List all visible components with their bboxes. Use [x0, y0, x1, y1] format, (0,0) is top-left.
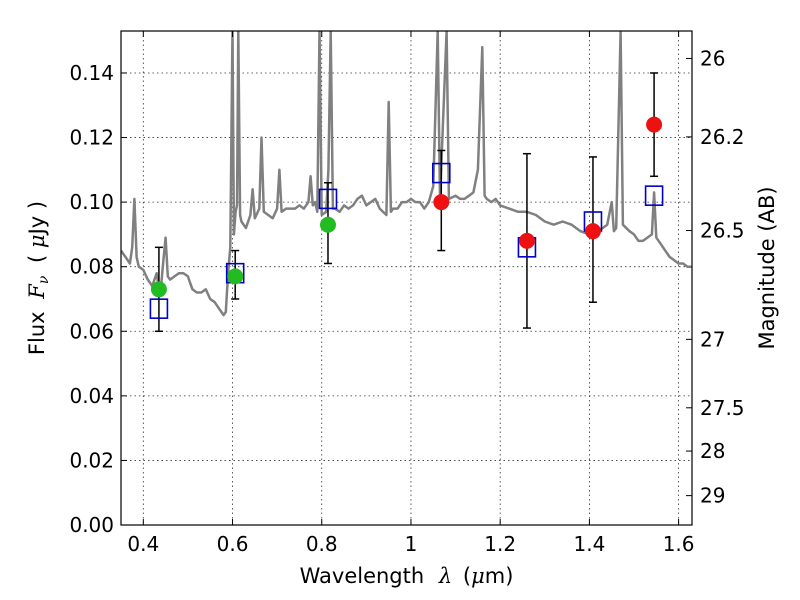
model-photometry-square: [149, 298, 169, 319]
x-tick-label: 1.2: [484, 532, 516, 556]
marker-layer: [149, 116, 664, 319]
y2-tick-label: 27.5: [700, 396, 745, 420]
y-axis-title: Flux Fν ( μJy ): [25, 201, 53, 355]
observed-point: [646, 116, 663, 133]
y-tick-label: 0.14: [69, 61, 114, 85]
plot-frame: [120, 30, 693, 526]
y-tick-label: 0.12: [69, 126, 114, 150]
y-tick-label: 0.00: [69, 513, 114, 537]
observed-point: [433, 194, 450, 211]
observed-point: [150, 281, 167, 298]
y2-tick-label: 26: [700, 46, 725, 70]
x-tick-label: 1: [405, 532, 418, 556]
y2-tick-label: 29: [700, 484, 725, 508]
observed-point: [584, 223, 601, 240]
y2-tick-label: 27: [700, 327, 725, 351]
y-tick-label: 0.08: [69, 255, 114, 279]
y-tick-label: 0.10: [69, 190, 114, 214]
y-tick-label: 0.04: [69, 384, 114, 408]
observed-point: [518, 232, 535, 249]
observed-point: [319, 216, 336, 233]
y2-tick-label: 26.2: [700, 125, 745, 149]
x-tick-label: 0.4: [127, 532, 159, 556]
y2-tick-label: 26.5: [700, 219, 745, 243]
x-tick-label: 1.4: [573, 532, 605, 556]
y-tick-label: 0.02: [69, 448, 114, 472]
x-tick-label: 0.8: [306, 532, 338, 556]
x-tick-label: 1.6: [663, 532, 695, 556]
x-tick-label: 0.6: [217, 532, 249, 556]
tick-layer: 0.4 0.6 0.8 1 1.2 1.4 1.6 0.00 0.02 0.04 0.06 0.08 0…: [69, 31, 745, 556]
model-photometry-square: [644, 185, 664, 206]
model-photometry-square: [431, 162, 451, 184]
model-photometry-square: [318, 188, 338, 210]
y-tick-label: 0.06: [69, 319, 114, 343]
y2-axis-title: Magnitude (AB): [755, 186, 779, 349]
x-axis-title: Wavelength λ (μm): [300, 564, 514, 588]
observed-point: [227, 268, 244, 285]
y2-tick-label: 28: [700, 439, 725, 463]
